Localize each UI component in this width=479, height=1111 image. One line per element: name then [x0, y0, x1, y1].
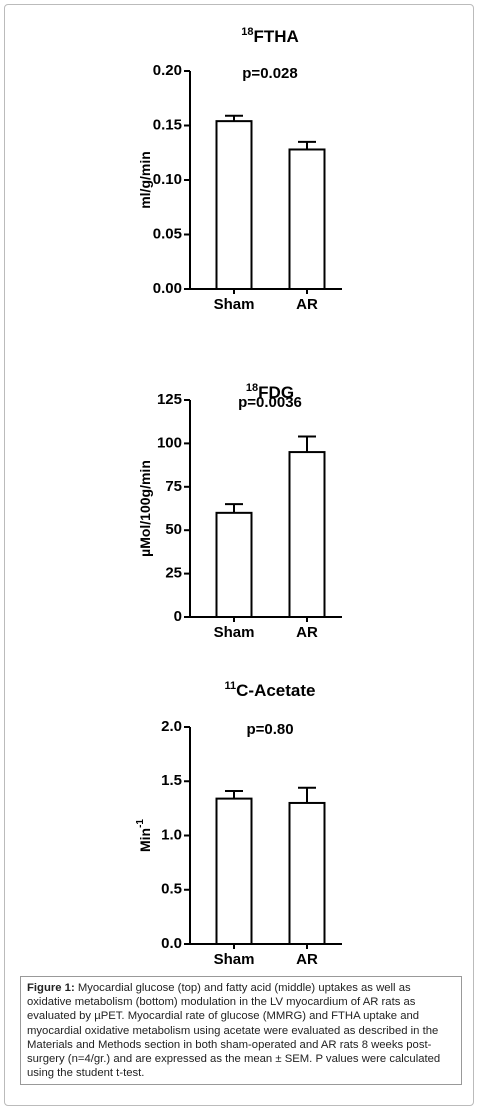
- frame: [4, 4, 474, 1106]
- figure: 18FTHAp=0.028ml/g/min0.000.050.100.150.2…: [135, 26, 342, 968]
- y-tick-label: 0: [174, 608, 182, 625]
- title-superscript: 11: [225, 680, 237, 692]
- bar: [215, 120, 253, 290]
- bar: [288, 451, 326, 618]
- y-tick-label: 0.0: [161, 935, 182, 952]
- y-tick-label: 0.10: [153, 171, 182, 188]
- y-tick-label: 1.5: [161, 772, 182, 789]
- y-label-superscript: -1: [135, 819, 146, 828]
- caption: Figure 1: Myocardial glucose (top) and f…: [20, 976, 462, 1086]
- y-tick-label: 25: [165, 565, 182, 582]
- chart-title: 18FDG: [246, 382, 294, 403]
- y-tick-label: 0.5: [161, 881, 182, 898]
- x-tick-label: Sham: [214, 624, 255, 641]
- y-axis-label: µMol/100g/min: [137, 460, 153, 557]
- y-tick-label: 0.00: [153, 280, 182, 297]
- title-superscript: 18: [246, 382, 258, 394]
- x-tick-label: AR: [296, 951, 318, 968]
- y-label-text: Min: [137, 828, 153, 852]
- title-superscript: 18: [241, 26, 253, 38]
- y-tick-label: 0.05: [153, 225, 182, 242]
- annotation: p=0.0036: [238, 394, 302, 411]
- y-tick-label: 75: [165, 478, 182, 495]
- bar: [215, 511, 253, 619]
- y-label-text: µMol/100g/min: [137, 460, 153, 557]
- y-label-text: ml/g/min: [137, 151, 153, 209]
- x-tick-label: Sham: [214, 296, 255, 313]
- title-text: FTHA: [253, 27, 298, 46]
- y-tick-label: 100: [157, 434, 182, 451]
- chart-title: 11C-Acetate: [225, 680, 316, 701]
- chart-title: 18FTHA: [241, 26, 299, 47]
- x-tick-label: AR: [296, 296, 318, 313]
- bar: [288, 148, 326, 290]
- annotation: p=0.80: [246, 721, 293, 738]
- caption-text: Myocardial glucose (top) and fatty acid …: [27, 982, 441, 1080]
- title-text: FDG: [258, 383, 294, 402]
- y-tick-label: 2.0: [161, 718, 182, 735]
- y-axis-label: Min-1: [135, 819, 153, 852]
- y-tick-label: 0.15: [153, 116, 182, 133]
- y-tick-label: 50: [165, 521, 182, 538]
- bar: [288, 801, 326, 946]
- title-text: C-Acetate: [236, 681, 315, 700]
- y-tick-label: 125: [157, 391, 182, 408]
- caption-label: Figure 1:: [27, 982, 75, 994]
- y-axis-label: ml/g/min: [137, 151, 153, 209]
- y-tick-label: 0.20: [153, 62, 182, 79]
- x-tick-label: Sham: [214, 951, 255, 968]
- annotation: p=0.028: [242, 65, 297, 82]
- x-tick-label: AR: [296, 624, 318, 641]
- bar: [215, 797, 253, 945]
- y-tick-label: 1.0: [161, 826, 182, 843]
